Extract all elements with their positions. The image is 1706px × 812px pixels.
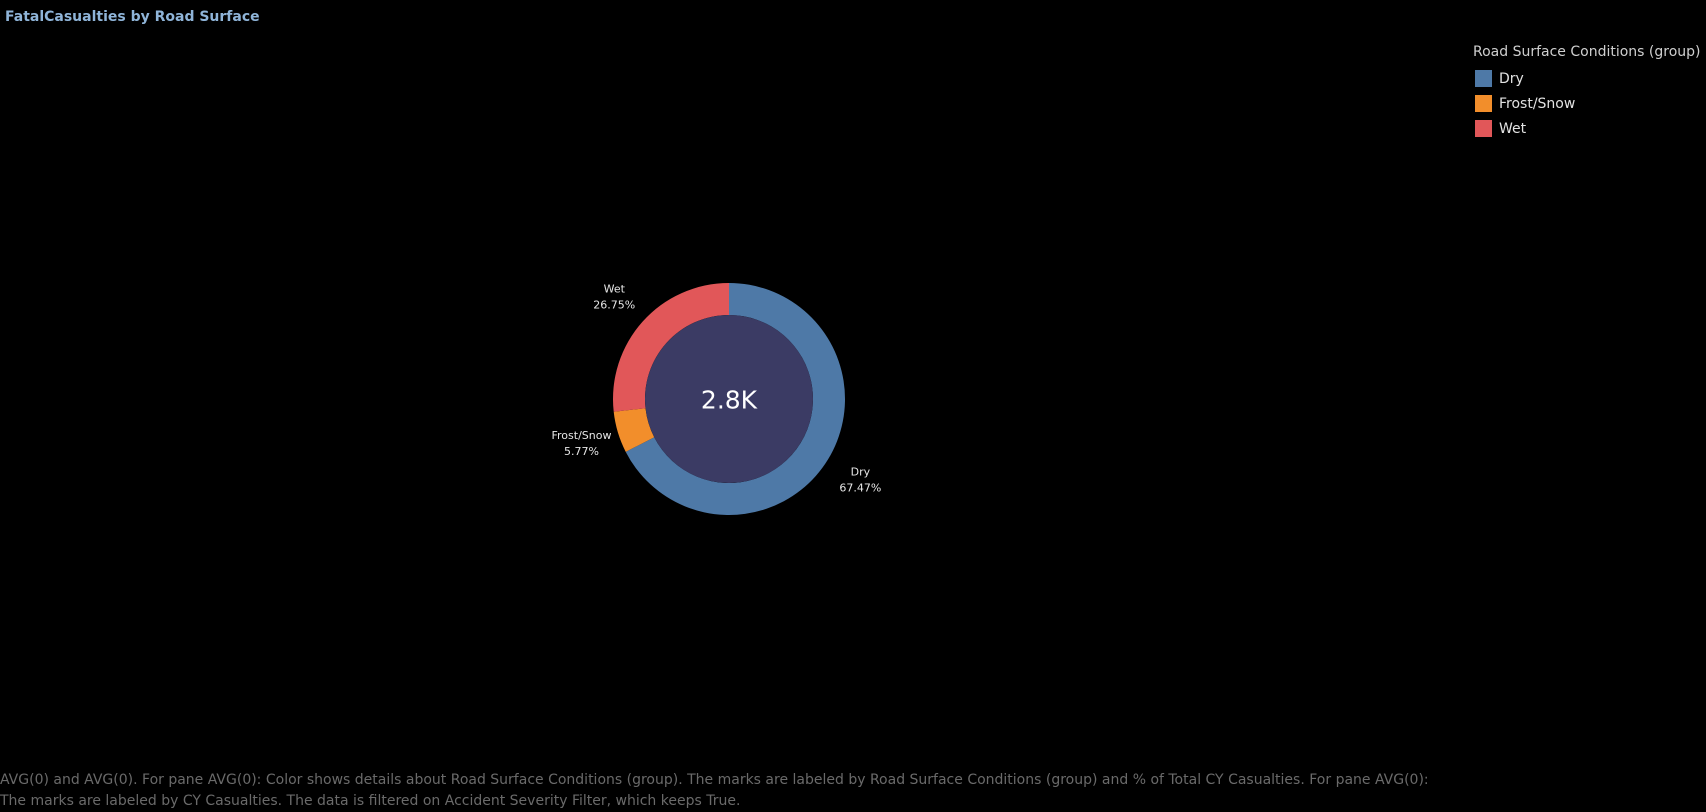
slice-label-name-frost-snow: Frost/Snow (552, 429, 612, 442)
legend-item-wet[interactable]: Wet (1473, 116, 1701, 141)
legend-swatch-frost-snow (1475, 95, 1492, 112)
donut-chart: 2.8K Dry 67.47% Frost/Snow 5.77% Wet 26.75% (552, 282, 882, 515)
donut-slices (613, 283, 845, 515)
legend-label-dry: Dry (1499, 70, 1524, 87)
legend-swatch-wet (1475, 120, 1492, 137)
donut-slice-wet[interactable] (613, 283, 729, 412)
footnote-line-1: AVG(0) and AVG(0). For pane AVG(0): Colo… (0, 772, 1429, 788)
legend-label-frost-snow: Frost/Snow (1499, 95, 1576, 112)
slice-label-name-wet: Wet (604, 282, 626, 295)
legend-label-wet: Wet (1499, 120, 1527, 137)
color-legend: Road Surface Conditions (group) Dry Fros… (1473, 44, 1701, 141)
footnote: AVG(0) and AVG(0). For pane AVG(0): Colo… (0, 770, 1460, 812)
legend-swatch-dry (1475, 70, 1492, 87)
slice-label-value-frost-snow: 5.77% (564, 445, 599, 458)
slice-labels: Dry 67.47% Frost/Snow 5.77% Wet 26.75% (552, 282, 882, 494)
slice-label-wet: Wet 26.75% (593, 282, 635, 311)
slice-label-dry: Dry 67.47% (839, 465, 881, 494)
donut-center (645, 315, 813, 483)
slice-label-name-dry: Dry (851, 465, 871, 478)
footnote-line-2: The marks are labeled by CY Casualties. … (0, 793, 741, 809)
legend-title: Road Surface Conditions (group) (1473, 44, 1701, 60)
chart-title: FatalCasualties by Road Surface (5, 9, 260, 25)
donut-slice-frost-snow[interactable] (613, 408, 655, 452)
center-total-label: 2.8K (701, 386, 758, 415)
legend-item-frost-snow[interactable]: Frost/Snow (1473, 91, 1701, 116)
slice-label-frost-snow: Frost/Snow 5.77% (552, 429, 612, 458)
legend-item-dry[interactable]: Dry (1473, 66, 1701, 91)
donut-slice-dry[interactable] (625, 283, 845, 515)
slice-label-value-dry: 67.47% (839, 481, 881, 494)
slice-label-value-wet: 26.75% (593, 298, 635, 311)
